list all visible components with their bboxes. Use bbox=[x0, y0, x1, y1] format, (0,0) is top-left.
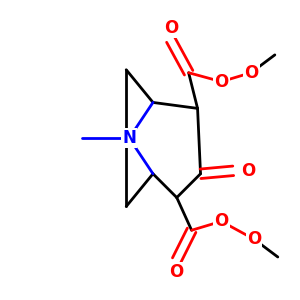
Text: O: O bbox=[214, 73, 229, 91]
Text: O: O bbox=[241, 162, 255, 180]
Text: O: O bbox=[164, 19, 178, 37]
Text: O: O bbox=[214, 212, 229, 230]
Text: N: N bbox=[122, 129, 136, 147]
Text: O: O bbox=[247, 230, 261, 248]
Text: O: O bbox=[169, 263, 184, 281]
Text: O: O bbox=[244, 64, 258, 82]
